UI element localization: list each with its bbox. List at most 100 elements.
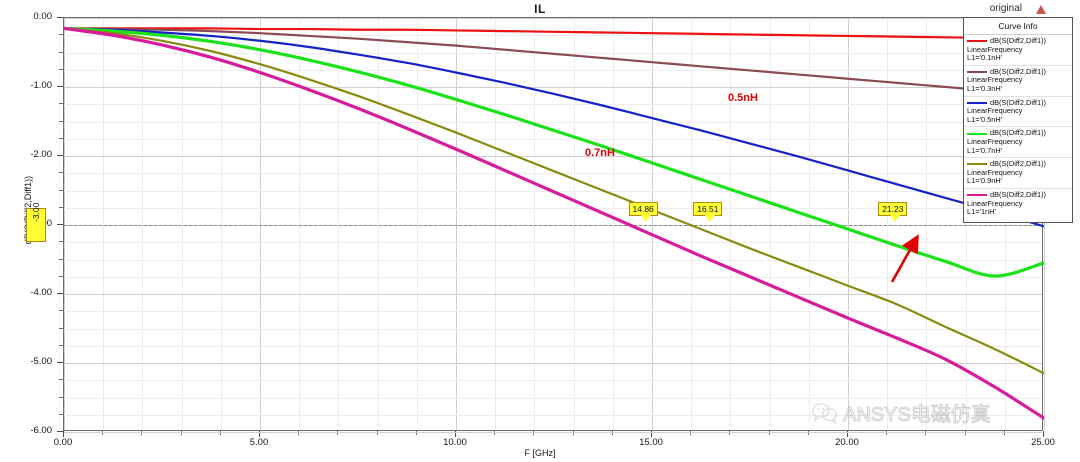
x-minor-tick — [886, 431, 888, 435]
y-tick-label: -1.00 — [30, 80, 52, 91]
gridline-vertical — [887, 18, 889, 430]
gridline-horizontal — [64, 363, 1042, 364]
y-minor-tick — [59, 51, 63, 53]
y-axis-threshold-marker[interactable]: -3.00 — [26, 202, 46, 242]
x-tick-mark — [651, 431, 652, 437]
legend-color-swatch — [967, 132, 987, 135]
y-minor-tick — [59, 68, 63, 70]
page-title: IL — [534, 2, 546, 16]
y-tick-label: -5.00 — [30, 356, 52, 367]
legend-color-swatch — [967, 194, 987, 197]
gridline-vertical — [299, 18, 301, 430]
curve-trace — [64, 26, 1044, 420]
gridline-horizontal — [64, 18, 1042, 19]
legend-sweep-name: LinearFrequency — [967, 198, 1023, 208]
y-minor-tick — [59, 258, 63, 260]
y-tick-mark — [57, 17, 63, 18]
y-tick-label: -2.00 — [30, 149, 52, 160]
gridline-horizontal — [64, 397, 1042, 399]
x-minor-tick — [415, 431, 417, 435]
gridline-horizontal — [64, 104, 1042, 106]
legend-sweep-name: LinearFrequency — [967, 167, 1023, 177]
legend-sweep-name: LinearFrequency — [967, 136, 1023, 146]
x-tick-label: 15.00 — [639, 437, 663, 448]
threshold-line — [64, 225, 1042, 226]
data-marker-pointer — [890, 215, 901, 222]
legend-variable-value: L1='0.5nH' — [967, 114, 1003, 124]
gridline-vertical — [338, 18, 340, 430]
x-tick-label: 5.00 — [249, 437, 269, 448]
x-minor-tick — [298, 431, 300, 435]
gridline-horizontal — [64, 294, 1042, 295]
legend-variable-value: L1='0.7nH' — [967, 145, 1003, 155]
legend-trace-name: dB(S(Diff2,Diff1)) — [990, 66, 1046, 76]
y-minor-tick — [59, 396, 63, 398]
annotation-0-7nh: 0.7nH — [585, 147, 615, 159]
y-minor-tick — [59, 275, 63, 277]
legend-entry[interactable]: dB(S(Diff2,Diff1)) LinearFrequency L1='0.5… — [964, 97, 1072, 128]
y-axis-threshold-value: -3.00 — [31, 202, 41, 222]
y-minor-tick — [59, 103, 63, 105]
plot-area[interactable] — [63, 17, 1045, 433]
gridline-horizontal — [64, 259, 1042, 261]
x-tick-label: 0.00 — [53, 437, 73, 448]
x-minor-tick — [219, 431, 221, 435]
gridline-horizontal — [64, 173, 1042, 175]
legend-color-swatch — [967, 71, 987, 74]
curve-trace — [64, 27, 1044, 97]
gridline-vertical — [808, 18, 810, 430]
data-marker-pointer — [640, 215, 651, 222]
x-tick-label: 25.00 — [1031, 437, 1055, 448]
gridline-vertical — [1044, 18, 1045, 430]
legend-entry[interactable]: dB(S(Diff2,Diff1)) LinearFrequency L1='1nH… — [964, 189, 1072, 219]
legend-trace-name: dB(S(Diff2,Diff1)) — [990, 159, 1046, 169]
y-minor-tick — [59, 379, 63, 381]
legend-variable-value: L1='0.1nH' — [967, 53, 1003, 63]
gridline-vertical — [416, 18, 418, 430]
x-tick-mark — [847, 431, 848, 437]
y-minor-tick — [59, 189, 63, 191]
gridline-vertical — [142, 18, 144, 430]
y-tick-label: -6.00 — [30, 425, 52, 436]
gridline-vertical — [730, 18, 732, 430]
x-minor-tick — [611, 431, 613, 435]
y-tick-mark — [57, 86, 63, 87]
y-minor-tick — [59, 327, 63, 329]
legend-sweep-name: LinearFrequency — [967, 106, 1023, 116]
legend-color-swatch — [967, 40, 987, 43]
data-marker-label[interactable]: 16.51 — [693, 202, 723, 216]
legend-sweep-name: LinearFrequency — [967, 44, 1023, 54]
gridline-vertical — [612, 18, 614, 430]
gridline-vertical — [64, 18, 65, 430]
gridline-horizontal — [64, 138, 1042, 140]
x-minor-tick — [768, 431, 770, 435]
gridline-horizontal — [64, 380, 1042, 382]
y-tick-mark — [57, 155, 63, 156]
y-tick-label: 0.00 — [33, 11, 53, 22]
x-tick-label: 20.00 — [835, 437, 859, 448]
gridline-horizontal — [64, 276, 1042, 278]
red-arrow-icon — [890, 234, 919, 283]
legend-entry[interactable]: dB(S(Diff2,Diff1)) LinearFrequency L1='0.1… — [964, 35, 1072, 66]
x-minor-tick — [102, 431, 104, 435]
gridline-vertical — [691, 18, 693, 430]
legend-entry[interactable]: dB(S(Diff2,Diff1)) LinearFrequency L1='0.3… — [964, 66, 1072, 97]
y-minor-tick — [59, 344, 63, 346]
x-minor-tick — [729, 431, 731, 435]
gridline-horizontal — [64, 242, 1042, 244]
y-tick-mark — [57, 431, 63, 432]
legend-entry[interactable]: dB(S(Diff2,Diff1)) LinearFrequency L1='0.9… — [964, 158, 1072, 189]
data-marker-label[interactable]: 14.86 — [628, 202, 658, 216]
legend-color-swatch — [967, 101, 987, 104]
y-minor-tick — [59, 206, 63, 208]
legend-entry[interactable]: dB(S(Diff2,Diff1)) LinearFrequency L1='0.7… — [964, 127, 1072, 159]
x-minor-tick — [807, 431, 809, 435]
gridline-vertical — [573, 18, 575, 430]
legend-panel[interactable]: Curve Info dB(S(Diff2,Diff1)) LinearFrequ… — [963, 17, 1073, 223]
x-minor-tick — [690, 431, 692, 435]
data-marker-label[interactable]: 21.23 — [878, 202, 908, 216]
data-marker-pointer — [705, 215, 716, 222]
triangle-marker-icon — [1036, 5, 1046, 14]
legend-variable-value: L1='1nH' — [967, 207, 996, 217]
y-tick-label: -4.00 — [30, 287, 52, 298]
